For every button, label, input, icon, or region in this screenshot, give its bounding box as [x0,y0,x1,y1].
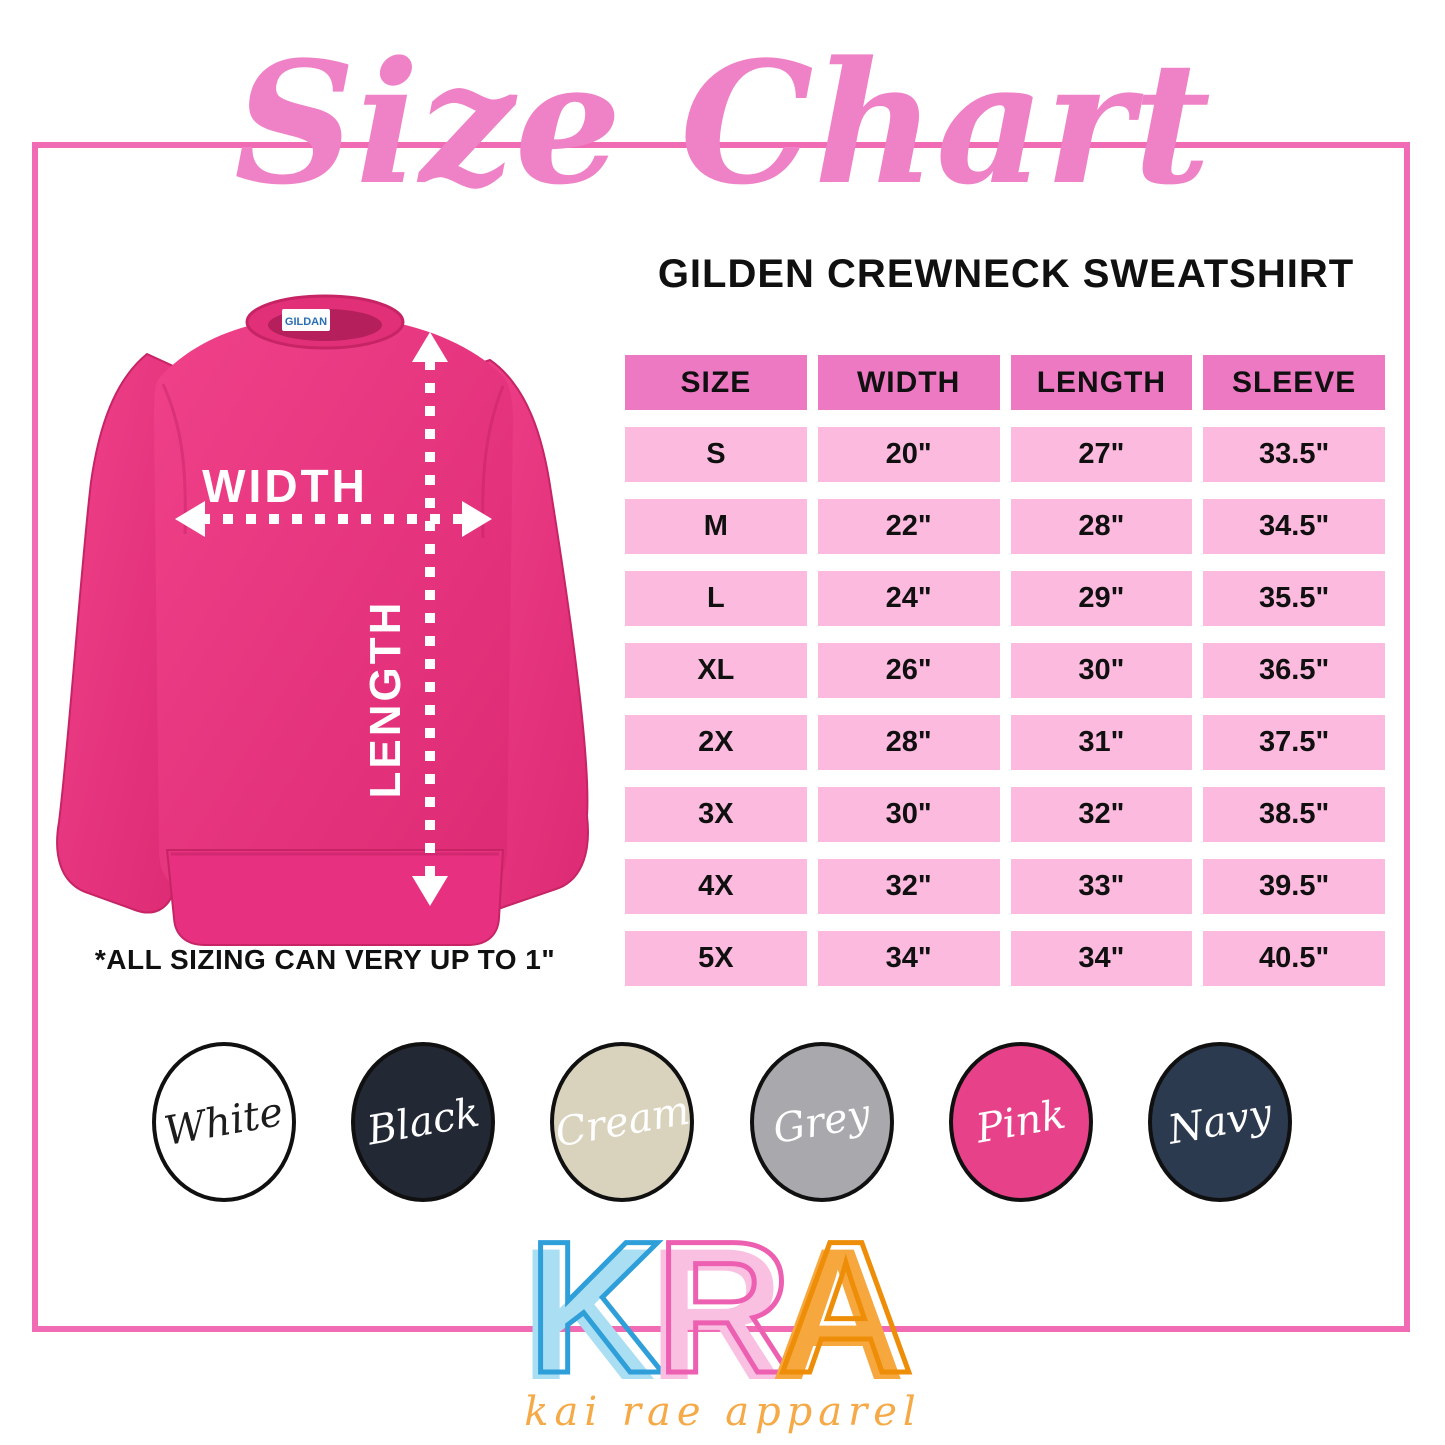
logo-letter-outline: R [656,1202,792,1412]
length-arrow [412,332,448,906]
logo-letter-fill: A [770,1209,906,1419]
size-cell: 3X [625,787,807,842]
size-cell: XL [625,643,807,698]
color-swatch-label: Black [363,1089,483,1155]
color-swatch-label: White [161,1088,287,1156]
measurement-cell: 35.5" [1203,571,1385,626]
measurement-cell: 27" [1010,427,1193,482]
color-swatch-navy: Navy [1147,1042,1292,1202]
color-swatch-label: Cream [551,1087,693,1157]
measurement-cell: 32" [1010,787,1193,842]
width-arrow [175,501,492,537]
color-swatch-label: Pink [972,1091,1069,1153]
length-dimension-label: LENGTH [361,600,410,799]
logo-letter-outline: A [778,1202,914,1412]
size-cell: M [625,499,807,554]
size-cell: L [625,571,807,626]
logo-tagline: kai rae apparel [524,1389,921,1435]
logo-letter-fill: R [648,1209,784,1419]
measurement-cell: 29" [1010,571,1193,626]
measurement-cell: 38.5" [1203,787,1385,842]
size-table-header-cell: WIDTH [817,355,1000,410]
logo-letter-outline: K [528,1202,664,1412]
color-swatch-cream: Cream [550,1042,695,1202]
decorative-frame [32,142,1410,1332]
size-table-header-cell: SLEEVE [1203,355,1385,410]
color-swatch-grey: Grey [749,1042,894,1202]
width-dimension-label: WIDTH [202,460,368,512]
sweatshirt-diagram: GILDAN WIDTH LENGTH [56,294,589,946]
measurement-cell: 34" [1010,931,1193,986]
color-swatch-label: Grey [769,1090,874,1154]
measurement-cell: 30" [1010,643,1193,698]
size-table-header-cell: SIZE [625,355,807,410]
size-cell: 5X [625,931,807,986]
measurement-cell: 31" [1010,715,1193,770]
measurement-cell: 34" [817,931,1000,986]
measurement-cell: 32" [817,859,1000,914]
measurement-cell: 24" [817,571,1000,626]
waistband [165,849,505,946]
measurement-cell: 33" [1010,859,1193,914]
measurement-cell: 40.5" [1203,931,1385,986]
logo-letter-fill: K [520,1209,656,1419]
page-title: Size Chart [234,24,1211,222]
measurement-cell: 37.5" [1203,715,1385,770]
color-swatch-pink: Pink [948,1042,1093,1202]
product-subtitle: GILDEN CREWNECK SWEATSHIRT [657,252,1355,296]
size-table: SIZE WIDTH LENGTH SLEEVE S 20" 27" 33.5" M 22" 28"… [625,355,1385,986]
measurement-cell: 39.5" [1203,859,1385,914]
color-swatch-black: Black [351,1042,496,1202]
measurement-cell: 36.5" [1203,643,1385,698]
measurement-cell: 34.5" [1203,499,1385,554]
brand-logo: K K R R A A kai rae apparel [520,1200,921,1436]
measurement-cell: 30" [817,787,1000,842]
measurement-cell: 22" [817,499,1000,554]
neck-tag-brand: GILDAN [285,316,327,328]
color-swatch-white: White [152,1042,296,1202]
left-seam [161,383,187,535]
size-cell: S [625,427,807,482]
size-cell: 4X [625,859,807,914]
sizing-disclaimer: *ALL SIZING CAN VERY UP TO 1" [94,944,556,975]
size-table-header-cell: LENGTH [1010,355,1193,410]
measurement-cell: 33.5" [1203,427,1385,482]
shirt-body [154,316,513,893]
size-cell: 2X [625,715,807,770]
color-swatch-label: Navy [1164,1090,1276,1154]
measurement-cell: 20" [817,427,1000,482]
color-swatches: White Black Cream Grey Pink Navy [152,1042,1292,1204]
measurement-cell: 28" [817,715,1000,770]
neck-tag [282,309,330,331]
measurement-cell: 28" [1010,499,1193,554]
measurement-cell: 26" [817,643,1000,698]
